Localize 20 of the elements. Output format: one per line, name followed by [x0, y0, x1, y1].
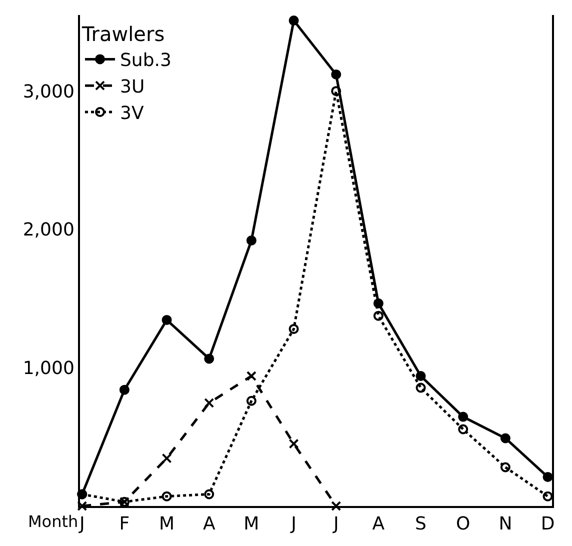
x-axis-title: Month [28, 512, 78, 531]
y-tick-label: 3,000 [22, 81, 74, 102]
x-tick-label: A [202, 514, 216, 535]
x-tick-label: J [332, 514, 339, 535]
x-tick-label: A [372, 514, 386, 535]
x-tick-label: D [540, 514, 555, 535]
legend-title: Trawlers [81, 22, 165, 46]
y-tick-label: 1,000 [22, 358, 74, 379]
x-tick-label: N [498, 514, 512, 535]
legend-label: 3U [120, 76, 145, 98]
x-tick-label: F [119, 514, 130, 535]
y-tick-label: 2,000 [22, 220, 74, 241]
legend-label: Sub.3 [120, 50, 172, 72]
x-tick-label: J [78, 514, 85, 535]
x-tick-label: O [456, 514, 470, 535]
legend-label: 3V [120, 103, 144, 124]
x-tick-label: J [290, 514, 296, 535]
x-tick-label: M [244, 514, 260, 535]
x-tick-label: S [415, 514, 426, 535]
x-tick-label: M [159, 514, 175, 535]
